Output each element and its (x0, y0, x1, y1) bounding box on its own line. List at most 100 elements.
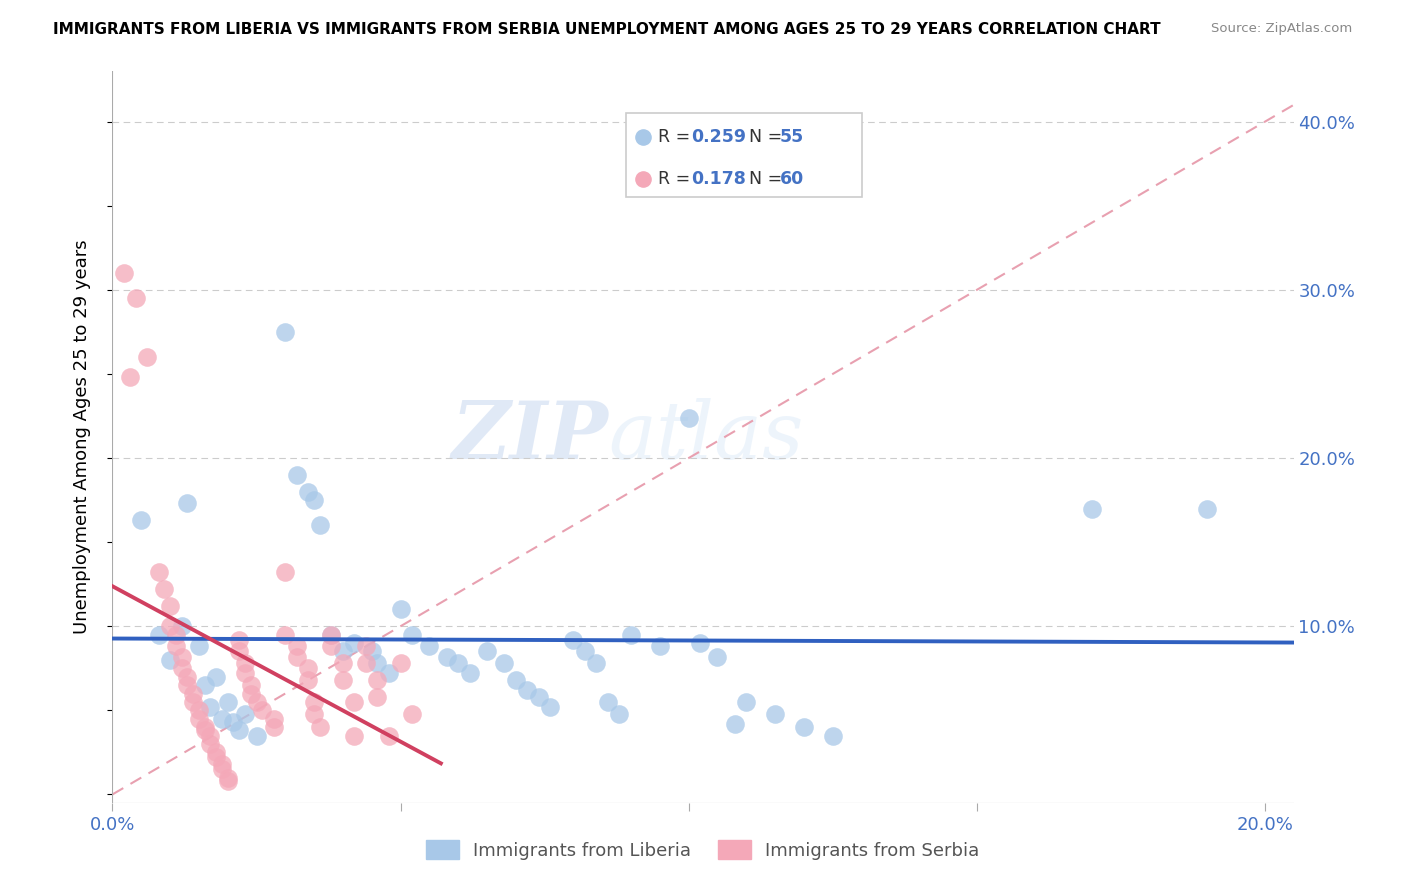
Point (205, 750, 228, 764)
Point (245, 729, 267, 743)
Point (354, 640, 377, 654)
Point (217, 773, 239, 788)
Point (239, 678, 262, 692)
Text: R =: R = (658, 128, 696, 146)
Point (343, 729, 366, 743)
Point (527, 690, 550, 704)
Point (297, 484, 319, 499)
Point (354, 657, 377, 671)
Point (389, 602, 412, 616)
Point (170, 661, 193, 675)
Point (343, 636, 366, 650)
Point (170, 649, 193, 664)
Point (205, 745, 228, 759)
Text: N =: N = (738, 128, 789, 146)
Point (678, 410, 700, 425)
Point (222, 715, 245, 730)
Point (321, 627, 343, 641)
Point (194, 720, 217, 734)
Point (689, 636, 711, 650)
Text: atlas: atlas (609, 399, 804, 475)
Point (252, 703, 274, 717)
Text: 55: 55 (780, 128, 804, 146)
Point (302, 706, 325, 721)
Point (194, 723, 217, 738)
Point (211, 712, 233, 726)
Point (724, 716, 747, 731)
Point (366, 673, 388, 687)
Point (585, 657, 607, 671)
Text: IMMIGRANTS FROM LIBERIA VS IMMIGRANTS FROM SERBIA UNEMPLOYMENT AMONG AGES 25 TO : IMMIGRANTS FROM LIBERIA VS IMMIGRANTS FR… (53, 22, 1161, 37)
Point (332, 673, 354, 687)
Y-axis label: Unemployment Among Ages 25 to 29 years: Unemployment Among Ages 25 to 29 years (73, 240, 91, 634)
Legend: Immigrants from Liberia, Immigrants from Serbia: Immigrants from Liberia, Immigrants from… (419, 832, 987, 867)
Point (458, 666, 481, 681)
Point (181, 695, 204, 709)
Point (187, 712, 209, 726)
Point (274, 566, 297, 580)
Point (159, 599, 181, 613)
Point (148, 566, 170, 580)
Point (378, 729, 401, 743)
Point (321, 627, 343, 641)
Point (389, 657, 412, 671)
Point (129, 513, 152, 527)
Point (378, 666, 401, 681)
Text: 0.259: 0.259 (692, 128, 747, 146)
Point (200, 700, 222, 714)
Point (245, 695, 267, 709)
Point (332, 644, 354, 658)
Point (309, 720, 332, 734)
Point (228, 632, 250, 647)
Point (285, 467, 308, 482)
Point (366, 657, 388, 671)
Point (118, 370, 141, 384)
Point (735, 695, 758, 709)
Point (176, 670, 198, 684)
Point (181, 686, 204, 700)
Point (211, 762, 233, 776)
Point (165, 640, 187, 654)
Point (285, 649, 308, 664)
Point (194, 678, 217, 692)
Point (263, 720, 285, 734)
Point (228, 644, 250, 658)
Point (436, 649, 458, 664)
Point (159, 619, 181, 633)
Point (763, 706, 786, 721)
Point (1081, 501, 1104, 516)
Point (596, 695, 619, 709)
Point (233, 706, 256, 721)
Point (366, 690, 388, 704)
Point (401, 627, 423, 641)
Text: 0.178: 0.178 (692, 169, 747, 188)
Point (274, 627, 297, 641)
Point (321, 640, 343, 654)
Text: Source: ZipAtlas.com: Source: ZipAtlas.com (1212, 22, 1353, 36)
Point (475, 644, 498, 658)
Point (538, 700, 561, 714)
Text: R =: R = (658, 169, 696, 188)
Point (165, 627, 187, 641)
Point (285, 640, 308, 654)
Point (297, 673, 319, 687)
Point (200, 729, 222, 743)
Point (620, 627, 643, 641)
Point (516, 683, 538, 698)
Point (228, 723, 250, 738)
Point (263, 712, 285, 726)
Point (176, 678, 198, 692)
Point (217, 695, 239, 709)
Point (274, 325, 297, 339)
Point (205, 670, 228, 684)
Point (609, 706, 631, 721)
Point (706, 649, 728, 664)
Point (562, 632, 585, 647)
Point (170, 619, 193, 633)
Text: ZIP: ZIP (451, 399, 609, 475)
Point (217, 771, 239, 785)
Point (418, 640, 440, 654)
Point (200, 737, 222, 751)
Point (505, 673, 527, 687)
Point (153, 582, 176, 597)
